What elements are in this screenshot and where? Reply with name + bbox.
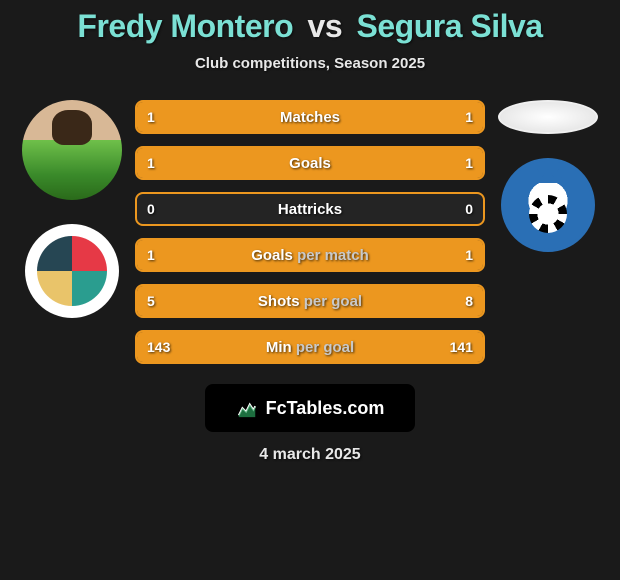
fctables-logo-icon	[236, 397, 258, 419]
stat-value-left: 1	[147, 247, 155, 263]
stat-label: Hattricks	[278, 201, 342, 218]
player2-ellipse	[498, 100, 598, 134]
cartagena-badge-inner	[37, 236, 107, 306]
stat-label-word1: Min	[266, 339, 292, 356]
stat-row: 143 141 Min per goal	[135, 330, 485, 364]
stat-label-word1: Hattricks	[278, 201, 342, 218]
stat-row: 5 8 Shots per goal	[135, 284, 485, 318]
stat-label: Min per goal	[266, 339, 354, 356]
stat-label-word1: Goals	[289, 155, 331, 172]
subtitle: Club competitions, Season 2025	[195, 55, 425, 72]
stat-fill-right	[310, 148, 483, 178]
santander-ball-icon	[529, 195, 567, 233]
stat-row: 1 1 Matches	[135, 100, 485, 134]
stat-label: Shots per goal	[258, 293, 362, 310]
stat-fill-left	[137, 286, 268, 316]
stat-row: 1 1 Goals	[135, 146, 485, 180]
left-side	[17, 100, 127, 318]
stat-value-left: 1	[147, 155, 155, 171]
stat-value-left: 0	[147, 201, 155, 217]
brand-text: FcTables.com	[266, 398, 385, 419]
footer: FcTables.com 4 march 2025	[205, 384, 415, 464]
stat-value-right: 1	[465, 155, 473, 171]
stat-value-left: 1	[147, 109, 155, 125]
stat-label-word1: Matches	[280, 109, 340, 126]
player1-photo	[22, 100, 122, 200]
brand-box: FcTables.com	[205, 384, 415, 432]
stat-label: Goals per match	[251, 247, 369, 264]
santander-crown-icon	[533, 169, 563, 183]
right-side	[493, 100, 603, 252]
stat-label-word1: Goals	[251, 247, 293, 264]
stat-value-right: 141	[450, 339, 473, 355]
stat-label-word1: Shots	[258, 293, 300, 310]
stat-fill-left	[137, 148, 310, 178]
stat-value-right: 8	[465, 293, 473, 309]
stat-label: Matches	[280, 109, 340, 126]
stat-value-right: 1	[465, 247, 473, 263]
stat-value-right: 0	[465, 201, 473, 217]
infographic-container: Fredy Montero vs Segura Silva Club compe…	[0, 0, 620, 580]
date-text: 4 march 2025	[259, 446, 360, 464]
stat-label-word2: per goal	[296, 339, 354, 356]
stat-row: 0 0 Hattricks	[135, 192, 485, 226]
stat-value-left: 143	[147, 339, 170, 355]
title: Fredy Montero vs Segura Silva	[77, 8, 542, 45]
real-cartagena-badge	[25, 224, 119, 318]
stat-value-right: 1	[465, 109, 473, 125]
title-vs: vs	[308, 8, 343, 44]
stat-label: Goals	[289, 155, 331, 172]
stat-row: 1 1 Goals per match	[135, 238, 485, 272]
real-santander-badge	[501, 158, 595, 252]
title-player2: Segura Silva	[357, 8, 543, 44]
title-player1: Fredy Montero	[77, 8, 293, 44]
stat-label-word2: per goal	[304, 293, 362, 310]
stat-rows: 1 1 Matches 1 1 Goals 0 0 Hattricks 1 1 Goals per m…	[135, 100, 485, 364]
stat-label-word2: per match	[297, 247, 369, 264]
stat-value-left: 5	[147, 293, 155, 309]
main-area: 1 1 Matches 1 1 Goals 0 0 Hattricks 1 1 Goals per m…	[0, 100, 620, 364]
